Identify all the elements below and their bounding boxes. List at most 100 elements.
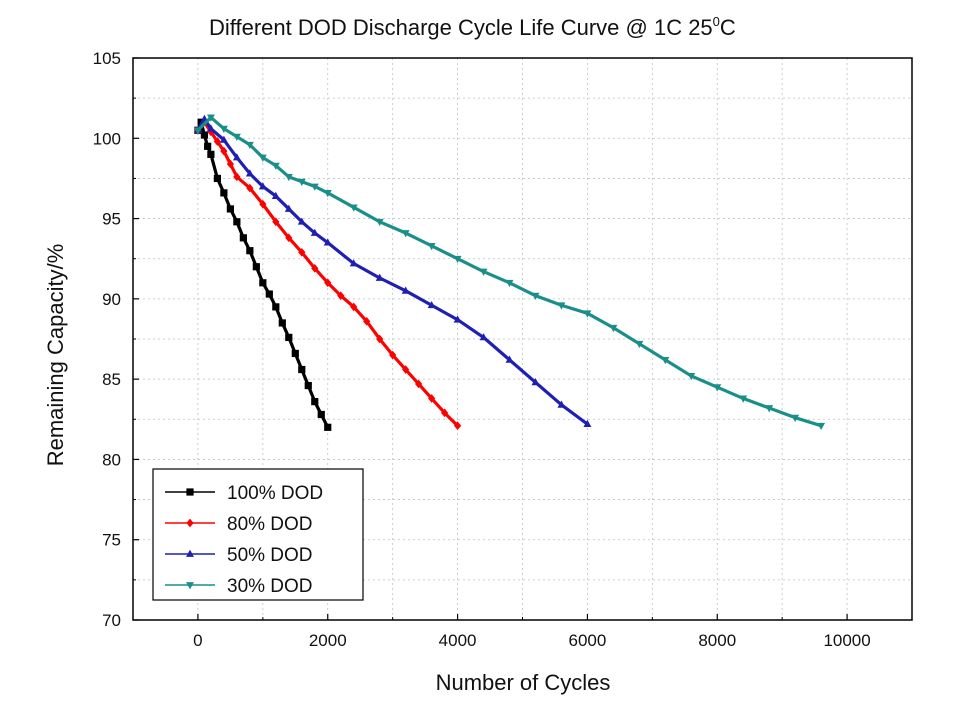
data-point <box>317 410 325 419</box>
data-point <box>206 114 215 122</box>
data-point <box>531 292 540 300</box>
data-point <box>739 395 748 403</box>
data-point <box>297 217 306 225</box>
legend-entry: 30% DOD <box>165 576 313 597</box>
data-point <box>284 204 293 212</box>
data-point <box>265 290 273 298</box>
data-point <box>583 419 592 427</box>
data-point <box>453 421 462 431</box>
data-point <box>239 234 247 242</box>
data-point <box>453 255 462 264</box>
data-point <box>226 205 234 213</box>
data-point <box>323 190 332 198</box>
legend-entry: 100% DOD <box>165 483 323 504</box>
data-point <box>204 142 212 150</box>
data-point <box>349 204 358 212</box>
data-point <box>246 247 254 255</box>
data-point <box>278 319 286 327</box>
legend-marker <box>186 582 194 590</box>
data-point <box>376 334 384 344</box>
legend-label: 50% DOD <box>227 545 313 566</box>
y-tick-label: 75 <box>102 531 121 550</box>
data-point <box>233 172 241 182</box>
x-axis-title: Number of Cycles <box>436 670 611 695</box>
data-point <box>661 356 670 365</box>
chart-title-superscript: 0 <box>713 14 720 29</box>
data-point <box>310 183 319 191</box>
data-point <box>505 279 514 288</box>
data-point <box>505 355 514 363</box>
data-point <box>271 191 280 199</box>
data-point <box>213 137 221 146</box>
data-point <box>583 310 592 318</box>
legend: 100% DOD 80% DOD 50% DOD 30% DOD <box>152 468 364 601</box>
data-point <box>220 146 228 156</box>
data-point <box>272 303 280 311</box>
data-point <box>609 324 618 333</box>
data-point <box>232 153 241 161</box>
data-point <box>765 405 774 413</box>
data-point <box>226 159 234 169</box>
data-point <box>479 268 488 276</box>
data-point <box>375 218 384 227</box>
data-point <box>285 233 293 243</box>
data-point <box>245 141 254 150</box>
data-point <box>291 349 299 358</box>
data-point <box>298 365 306 374</box>
axis-tick-labels: 0 2000 4000 6000 8000 10000 70 75 80 85 90 95 100 105 <box>93 49 871 650</box>
data-point <box>713 384 722 392</box>
data-point <box>375 273 384 281</box>
data-point <box>206 124 215 132</box>
data-point <box>233 218 241 226</box>
data-point <box>285 333 293 341</box>
data-point <box>259 199 267 209</box>
data-point <box>252 263 260 271</box>
data-point <box>259 279 267 287</box>
axis-ticks <box>132 57 913 621</box>
x-tick-label: 10000 <box>823 631 870 650</box>
legend-label: 100% DOD <box>227 483 323 504</box>
data-point <box>324 278 332 288</box>
y-tick-label: 95 <box>102 210 121 229</box>
y-axis-title: Remaining Capacity/% <box>43 244 68 467</box>
data-point <box>324 423 332 431</box>
data-point <box>193 127 202 135</box>
legend-label: 80% DOD <box>227 514 313 535</box>
y-tick-label: 105 <box>93 49 121 68</box>
data-point <box>219 125 228 133</box>
data-point <box>791 414 800 422</box>
data-point <box>272 217 280 227</box>
x-tick-label: 6000 <box>569 631 607 650</box>
data-point <box>246 183 254 193</box>
data-point <box>401 230 410 238</box>
legend-entry: 50% DOD <box>165 545 313 566</box>
data-point <box>232 133 241 141</box>
data-point <box>200 131 209 139</box>
data-point <box>220 189 228 197</box>
data-point <box>557 400 566 408</box>
legend-label: 30% DOD <box>227 576 313 597</box>
chart-title-suffix: C <box>720 15 736 40</box>
data-point <box>427 242 436 251</box>
data-point <box>441 408 449 418</box>
y-tick-label: 80 <box>102 450 121 469</box>
data-point <box>479 333 488 341</box>
legend-entry: 80% DOD <box>165 514 313 535</box>
data-point <box>337 291 345 300</box>
data-point <box>207 150 215 158</box>
series-layer <box>193 114 826 431</box>
data-point <box>311 264 319 273</box>
y-tick-label: 85 <box>102 370 121 389</box>
y-tick-label: 100 <box>93 129 121 148</box>
data-point <box>245 169 254 177</box>
data-point <box>427 300 436 309</box>
grid-lines <box>133 58 912 620</box>
series-line <box>196 117 589 426</box>
data-point <box>557 302 566 310</box>
data-point <box>304 381 312 390</box>
x-tick-label: 0 <box>193 631 202 650</box>
data-point <box>258 154 267 162</box>
data-point <box>687 373 696 381</box>
data-point <box>271 162 280 170</box>
data-point <box>402 365 410 374</box>
